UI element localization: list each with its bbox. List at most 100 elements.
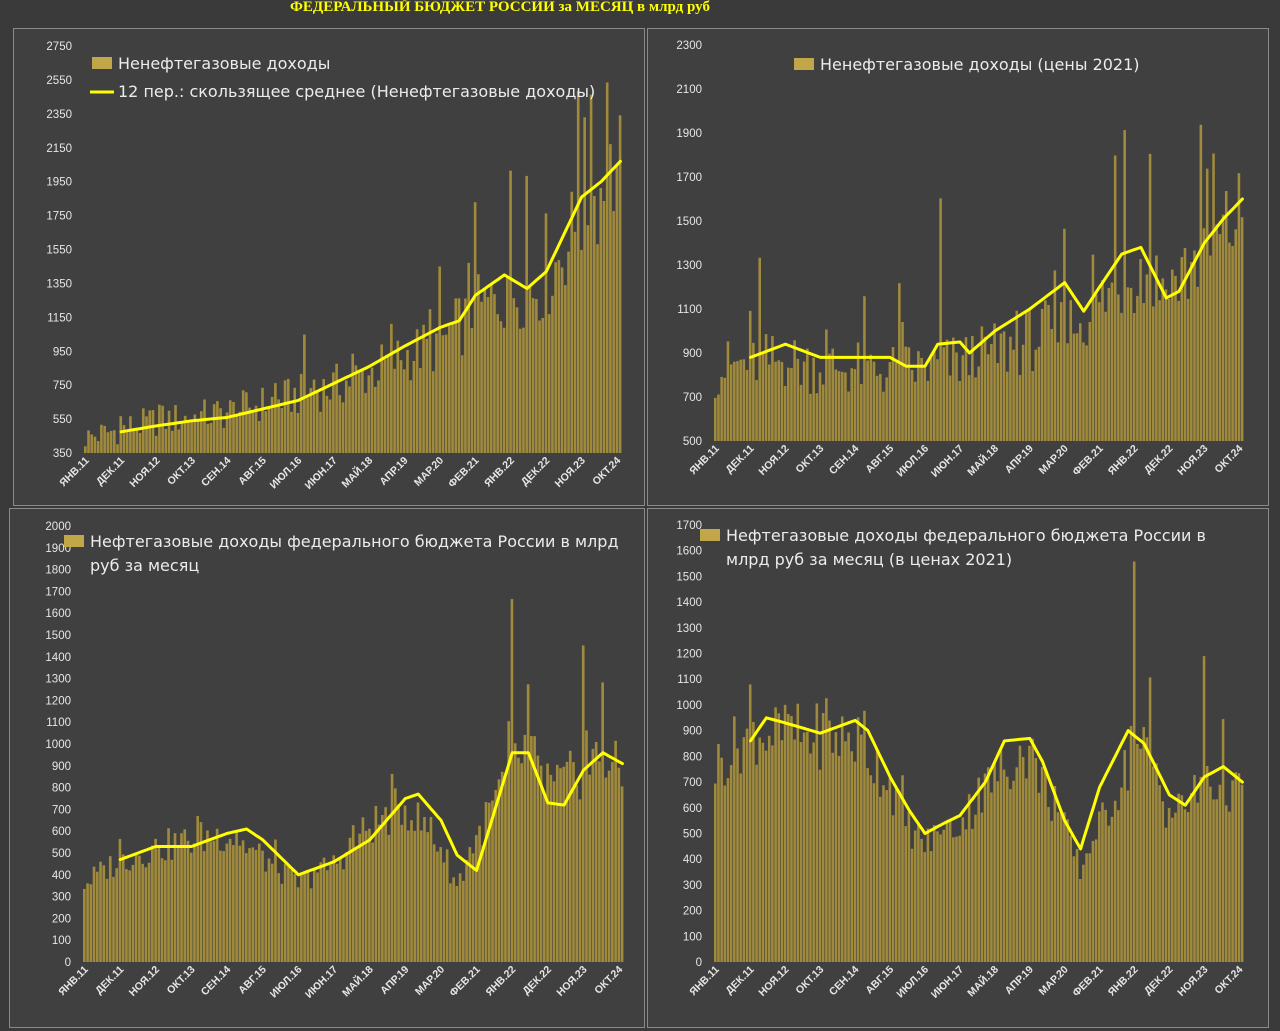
chart-svg: 1700160015001400130012001100100090080070…	[676, 520, 1245, 1001]
bar	[102, 865, 106, 962]
bar	[1129, 725, 1133, 962]
bar	[767, 364, 771, 441]
bar	[821, 384, 825, 441]
x-tick-label: СЕН.14	[199, 964, 234, 999]
bar	[316, 872, 319, 962]
bar	[1139, 748, 1142, 962]
bar	[274, 839, 277, 962]
x-tick-label: НОЯ.23	[553, 455, 588, 490]
x-tick-label: ЯНВ.11	[687, 964, 722, 999]
bar	[926, 380, 930, 441]
bar	[1009, 789, 1012, 962]
bar	[1240, 784, 1244, 962]
x-tick-label: МАР.20	[1037, 443, 1071, 477]
bar	[474, 835, 478, 962]
bar	[802, 361, 806, 441]
x-tick-label: НОЯ.12	[756, 964, 791, 999]
bar	[614, 740, 617, 962]
bar	[1094, 839, 1098, 962]
bar	[1237, 773, 1241, 962]
y-tick-label: 2550	[46, 75, 72, 87]
bar	[786, 714, 790, 962]
bar	[373, 386, 377, 453]
bar	[1177, 300, 1180, 441]
x-tick-label: ИЮЛ.16	[268, 455, 305, 492]
bar	[393, 788, 397, 962]
bar	[491, 800, 494, 962]
bar	[452, 877, 455, 962]
bar	[380, 344, 383, 453]
bar	[812, 357, 815, 441]
bar	[793, 739, 796, 962]
bar	[1078, 323, 1082, 441]
bar	[952, 837, 955, 962]
bar	[381, 815, 384, 962]
bar	[522, 327, 525, 453]
bar	[351, 825, 355, 962]
bar	[1113, 800, 1117, 962]
bar	[745, 369, 749, 441]
bar	[95, 871, 99, 962]
bar	[611, 761, 614, 962]
y-tick-label: 600	[683, 803, 702, 815]
bar	[422, 324, 425, 453]
bar	[467, 262, 470, 453]
bar	[345, 851, 349, 962]
bar	[872, 783, 876, 962]
bar	[1110, 282, 1114, 441]
y-tick-label: 1100	[677, 674, 702, 686]
bar	[1202, 656, 1206, 962]
bar	[783, 385, 787, 441]
bar	[866, 768, 869, 962]
bar	[423, 817, 426, 962]
bar	[1044, 768, 1047, 962]
y-tick-label: 200	[52, 913, 71, 925]
bar	[157, 845, 161, 962]
bar	[971, 828, 974, 962]
bar	[1098, 302, 1101, 441]
bar	[1120, 312, 1123, 441]
bar	[251, 847, 255, 962]
bar	[974, 377, 977, 441]
bar	[1231, 780, 1234, 962]
bar	[1069, 835, 1073, 962]
bar	[536, 755, 540, 962]
bar	[128, 870, 131, 962]
bar	[793, 340, 796, 441]
chart-svg: 2000190018001700160015001400130012001100…	[45, 521, 625, 1001]
bar	[932, 825, 936, 962]
bar	[552, 781, 556, 962]
x-tick-label: АПР.19	[1003, 443, 1036, 476]
y-tick-label: 1600	[45, 608, 71, 620]
bar	[215, 828, 219, 962]
bar	[444, 334, 448, 453]
bar	[1180, 795, 1184, 962]
chart-svg: 2750 2550 2350 2150 1950 1750 1550 1350 1150 950 7…	[46, 41, 623, 492]
legend-label: Нефтегазовые доходы федерального бюджета…	[90, 532, 619, 551]
bar	[355, 846, 358, 962]
bar	[1082, 342, 1085, 441]
bar	[1240, 217, 1244, 441]
y-tick-label: 750	[53, 380, 72, 392]
bar	[426, 832, 430, 962]
bar	[464, 298, 467, 453]
x-tick-label: ЯНВ.22	[482, 455, 517, 490]
bar	[551, 295, 554, 453]
x-tick-label: ЯНВ.11	[56, 964, 91, 999]
bar	[232, 402, 235, 453]
bar	[1145, 737, 1149, 962]
bar	[739, 773, 742, 962]
bar	[154, 435, 158, 453]
y-tick-label: 1900	[676, 128, 702, 140]
bar	[457, 298, 461, 453]
bar	[847, 391, 850, 441]
bar	[309, 388, 313, 453]
bar	[1075, 333, 1079, 441]
legend: Ненефтегазовые доходы (цены 2021)	[794, 55, 1140, 74]
bar	[885, 377, 888, 441]
bar	[487, 802, 491, 962]
bar	[1075, 849, 1079, 962]
bar	[163, 860, 167, 962]
bar	[438, 266, 441, 453]
y-tick-label: 900	[52, 761, 71, 773]
